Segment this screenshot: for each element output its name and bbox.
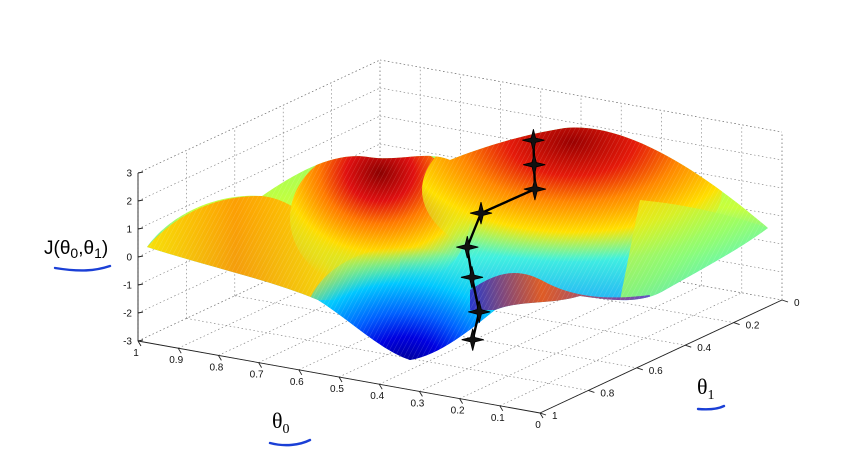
gridline <box>178 234 421 349</box>
theta0-tick-label: 1 <box>133 348 139 359</box>
theta0-tick-label: 0.5 <box>330 384 344 395</box>
descent-step-marker <box>468 300 491 323</box>
theta0-tick-mark <box>378 383 383 390</box>
descent-step-marker <box>469 202 493 225</box>
theta0-axis-label: θ0 <box>272 408 290 437</box>
theta1-tick-label: 0.6 <box>649 366 663 377</box>
theta1-tick-label: 0 <box>794 298 800 309</box>
theta1-tick-mark <box>588 389 595 393</box>
gridline <box>258 249 501 363</box>
theta0-tick-mark <box>258 362 262 368</box>
theta0-tick-label: 0 <box>535 420 541 431</box>
theta1-axis-label: θ1 <box>697 374 715 403</box>
theta1-axis-ticks: 0 0.2 0.4 0.6 0.8 1 <box>539 298 800 422</box>
j-axis-ticks: 3 2 1 0 -1 -2 -3 <box>123 169 144 348</box>
j-tick-label: 3 <box>126 169 132 180</box>
theta0-tick-mark <box>419 391 423 397</box>
theta0-tick-label: 0.6 <box>290 377 304 388</box>
theta0-tick-mark <box>298 369 303 376</box>
theta1-tick-mark <box>539 412 547 416</box>
theta1-tick-label: 0.4 <box>697 343 711 354</box>
theta0-tick-mark <box>137 340 142 347</box>
gridline <box>137 115 381 230</box>
theta0-tick-mark <box>539 412 544 419</box>
descent-step-marker <box>523 178 546 201</box>
j-label-underline <box>53 264 112 272</box>
gridline <box>338 263 582 378</box>
theta1-label-underline <box>696 404 726 411</box>
descent-step-marker <box>456 236 479 259</box>
theta0-tick-label: 0.9 <box>169 355 183 366</box>
j-tick-mark <box>137 199 144 202</box>
gridline <box>379 270 622 385</box>
theta0-tick-label: 0.8 <box>209 362 223 373</box>
theta1-tick-mark <box>685 344 692 348</box>
theta1-tick-label: 1 <box>552 411 558 422</box>
cost-surface <box>147 127 768 360</box>
theta0-tick-label: 0.2 <box>451 406 465 417</box>
theta0-axis-ticks: 1 0.9 0.8 0.7 0.6 0.5 0.4 0.3 0.2 0.1 0 <box>133 340 544 431</box>
theta0-tick-mark <box>177 347 182 354</box>
gridline <box>137 59 381 174</box>
theta0-tick-mark <box>338 376 343 383</box>
descent-step-marker <box>523 153 546 176</box>
theta0-tick-label: 0.7 <box>250 370 264 381</box>
theta1-tick-mark <box>781 299 789 303</box>
j-tick-mark <box>137 339 144 342</box>
j-tick-label: 1 <box>126 225 132 236</box>
j-tick-label: -1 <box>123 281 132 292</box>
gradient-descent-path <box>456 129 546 351</box>
gridline <box>218 242 461 356</box>
theta0-tick-mark <box>459 398 463 404</box>
j-axis-label: J(θ0,θ1) <box>44 238 108 261</box>
j-tick-mark <box>137 255 144 258</box>
theta0-tick-mark <box>499 405 504 412</box>
descent-step-marker <box>460 266 484 289</box>
theta1-tick-mark <box>733 322 740 326</box>
gridline <box>499 292 742 407</box>
theta0-tick-label: 0.4 <box>370 391 384 402</box>
gridline <box>186 318 589 391</box>
gridline <box>459 285 702 399</box>
theta0-tick-label: 0.1 <box>491 413 505 424</box>
j-tick-label: -2 <box>123 309 132 320</box>
gridline <box>419 278 662 392</box>
gridline <box>137 227 381 342</box>
j-tick-mark <box>137 283 144 286</box>
j-tick-label: 0 <box>126 253 132 264</box>
gridline <box>298 256 541 371</box>
j-tick-label: -3 <box>123 337 132 348</box>
j-tick-mark <box>137 171 144 174</box>
gridline <box>137 171 381 286</box>
descent-step-marker <box>522 129 545 152</box>
descent-step-marker <box>461 328 484 351</box>
j-tick-label: 2 <box>126 197 132 208</box>
gridline <box>379 59 783 133</box>
j-tick-mark <box>137 311 144 314</box>
theta0-label-underline <box>268 438 312 447</box>
j-tick-mark <box>137 227 144 230</box>
theta0-tick-label: 0.3 <box>410 398 424 409</box>
theta1-tick-label: 0.8 <box>600 388 614 399</box>
theta1-tick-label: 0.2 <box>746 321 760 332</box>
gridline <box>137 87 381 202</box>
theta1-tick-mark <box>636 367 643 371</box>
theta1-axis-line <box>539 299 783 414</box>
gridline <box>137 199 381 314</box>
theta0-tick-mark <box>218 355 222 361</box>
